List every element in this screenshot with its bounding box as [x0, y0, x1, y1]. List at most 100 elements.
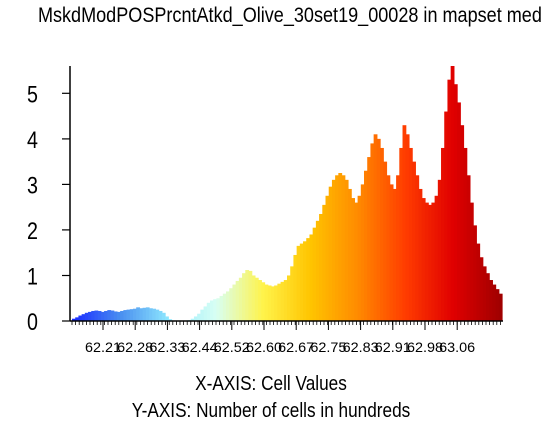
histogram-bar	[450, 66, 455, 321]
histogram-bar	[165, 316, 169, 321]
histogram-bar	[444, 111, 449, 321]
histogram-bar	[107, 310, 112, 321]
x-minor-ticks	[71, 321, 501, 325]
histogram-bar	[457, 102, 461, 322]
histogram-bar	[142, 307, 147, 321]
histogram-bar	[396, 175, 400, 321]
histogram-bar	[158, 310, 163, 321]
histogram-bar	[229, 288, 234, 321]
histogram-bar	[264, 284, 269, 321]
x-tick-label: 62.75	[310, 339, 346, 355]
histogram-bar	[360, 184, 365, 321]
histogram-bar	[489, 280, 493, 321]
x-tick-label: 62.28	[117, 339, 153, 355]
x-tick-label: 63.06	[439, 339, 475, 355]
histogram-bar	[498, 293, 503, 321]
histogram-bar	[424, 202, 429, 321]
histogram-bar	[104, 310, 108, 321]
histogram-bar	[341, 175, 346, 321]
y-tick-label: 0	[27, 308, 38, 335]
histogram-bar	[485, 273, 490, 321]
y-tick-label: 1	[27, 263, 38, 290]
histogram-bar	[463, 147, 468, 321]
histogram-bar	[91, 310, 96, 321]
histogram-bar	[479, 257, 484, 321]
histogram-bar	[367, 157, 372, 321]
histogram-bar	[469, 202, 474, 321]
histogram-bar	[309, 234, 314, 321]
histogram-bar	[97, 310, 102, 321]
histogram-bar	[209, 300, 214, 321]
histogram-bar	[389, 184, 394, 321]
histogram-bar	[193, 316, 198, 321]
x-tick-label: 62.33	[149, 339, 185, 355]
histogram-bar	[492, 284, 497, 321]
histogram-bar	[351, 198, 355, 321]
x-tick-label: 62.98	[407, 339, 443, 355]
histogram-bar	[81, 314, 86, 321]
histogram-bar	[466, 175, 471, 321]
histogram-bar	[149, 308, 153, 321]
histogram-bar	[482, 266, 487, 321]
histogram-bar	[161, 312, 166, 321]
histogram-bar	[226, 291, 230, 321]
histogram-bar	[145, 307, 150, 321]
histogram-bar	[110, 310, 115, 321]
histogram-bar	[168, 319, 173, 321]
histogram-bar	[303, 241, 307, 321]
x-tick-label: 62.52	[214, 339, 250, 355]
histogram-bar	[383, 161, 388, 322]
histogram-bar	[418, 188, 423, 321]
histogram-bar	[203, 306, 208, 321]
y-axis-label: Y-AXIS: Number of cells in hundreds	[131, 400, 411, 422]
y-tick-label: 5	[27, 80, 38, 107]
histogram-bar	[376, 138, 381, 321]
histogram-bar	[238, 277, 243, 321]
histogram-bar	[437, 179, 442, 321]
histogram-bar	[306, 238, 311, 322]
histogram-bar	[412, 161, 416, 322]
histogram-bar	[399, 147, 404, 321]
histogram-bar	[251, 275, 256, 321]
histogram-bar	[242, 273, 246, 321]
y-tick-label: 4	[27, 126, 38, 153]
histogram-bar	[200, 309, 205, 321]
histogram-bar	[129, 309, 134, 321]
histogram-bar	[270, 286, 275, 321]
histogram-bar	[283, 280, 288, 321]
y-tick-label: 2	[27, 217, 38, 244]
histogram-bar	[235, 280, 240, 321]
histogram-bar	[344, 179, 349, 321]
histogram-bar	[197, 313, 201, 321]
x-tick-labels: 62.2162.2862.3362.4462.5262.6062.6762.75…	[85, 321, 475, 355]
histogram-bar	[431, 202, 436, 321]
histogram-bar	[319, 213, 323, 321]
histogram-bar	[261, 282, 266, 321]
histogram-bar	[402, 125, 407, 321]
histogram-bar	[152, 308, 157, 321]
chart-title: MskdModPOSPrcntAtkd_Olive_30set19_00028 …	[37, 4, 542, 27]
y-ticks: 0 1 2 3 4 5	[27, 80, 70, 335]
histogram-bar	[476, 243, 481, 321]
histogram-bar	[460, 125, 465, 321]
histogram-bar	[254, 277, 259, 321]
histogram-bar	[293, 254, 298, 321]
histogram-bars	[72, 66, 503, 322]
histogram-bar	[123, 310, 128, 321]
histogram-bar	[113, 311, 118, 321]
histogram-bar	[315, 220, 320, 321]
histogram-bar	[428, 204, 432, 321]
axes	[69, 66, 503, 322]
histogram-bar	[434, 195, 439, 321]
histogram-bar	[408, 147, 413, 321]
histogram-bar	[267, 285, 272, 321]
histogram-bar	[139, 308, 144, 321]
histogram-bar	[75, 317, 80, 321]
histogram-bar	[132, 308, 137, 321]
histogram-bar	[322, 204, 327, 321]
histogram-bar	[88, 311, 92, 321]
x-tick-label: 62.60	[246, 339, 282, 355]
y-tick-label: 3	[27, 172, 38, 199]
histogram-bar	[84, 312, 89, 321]
